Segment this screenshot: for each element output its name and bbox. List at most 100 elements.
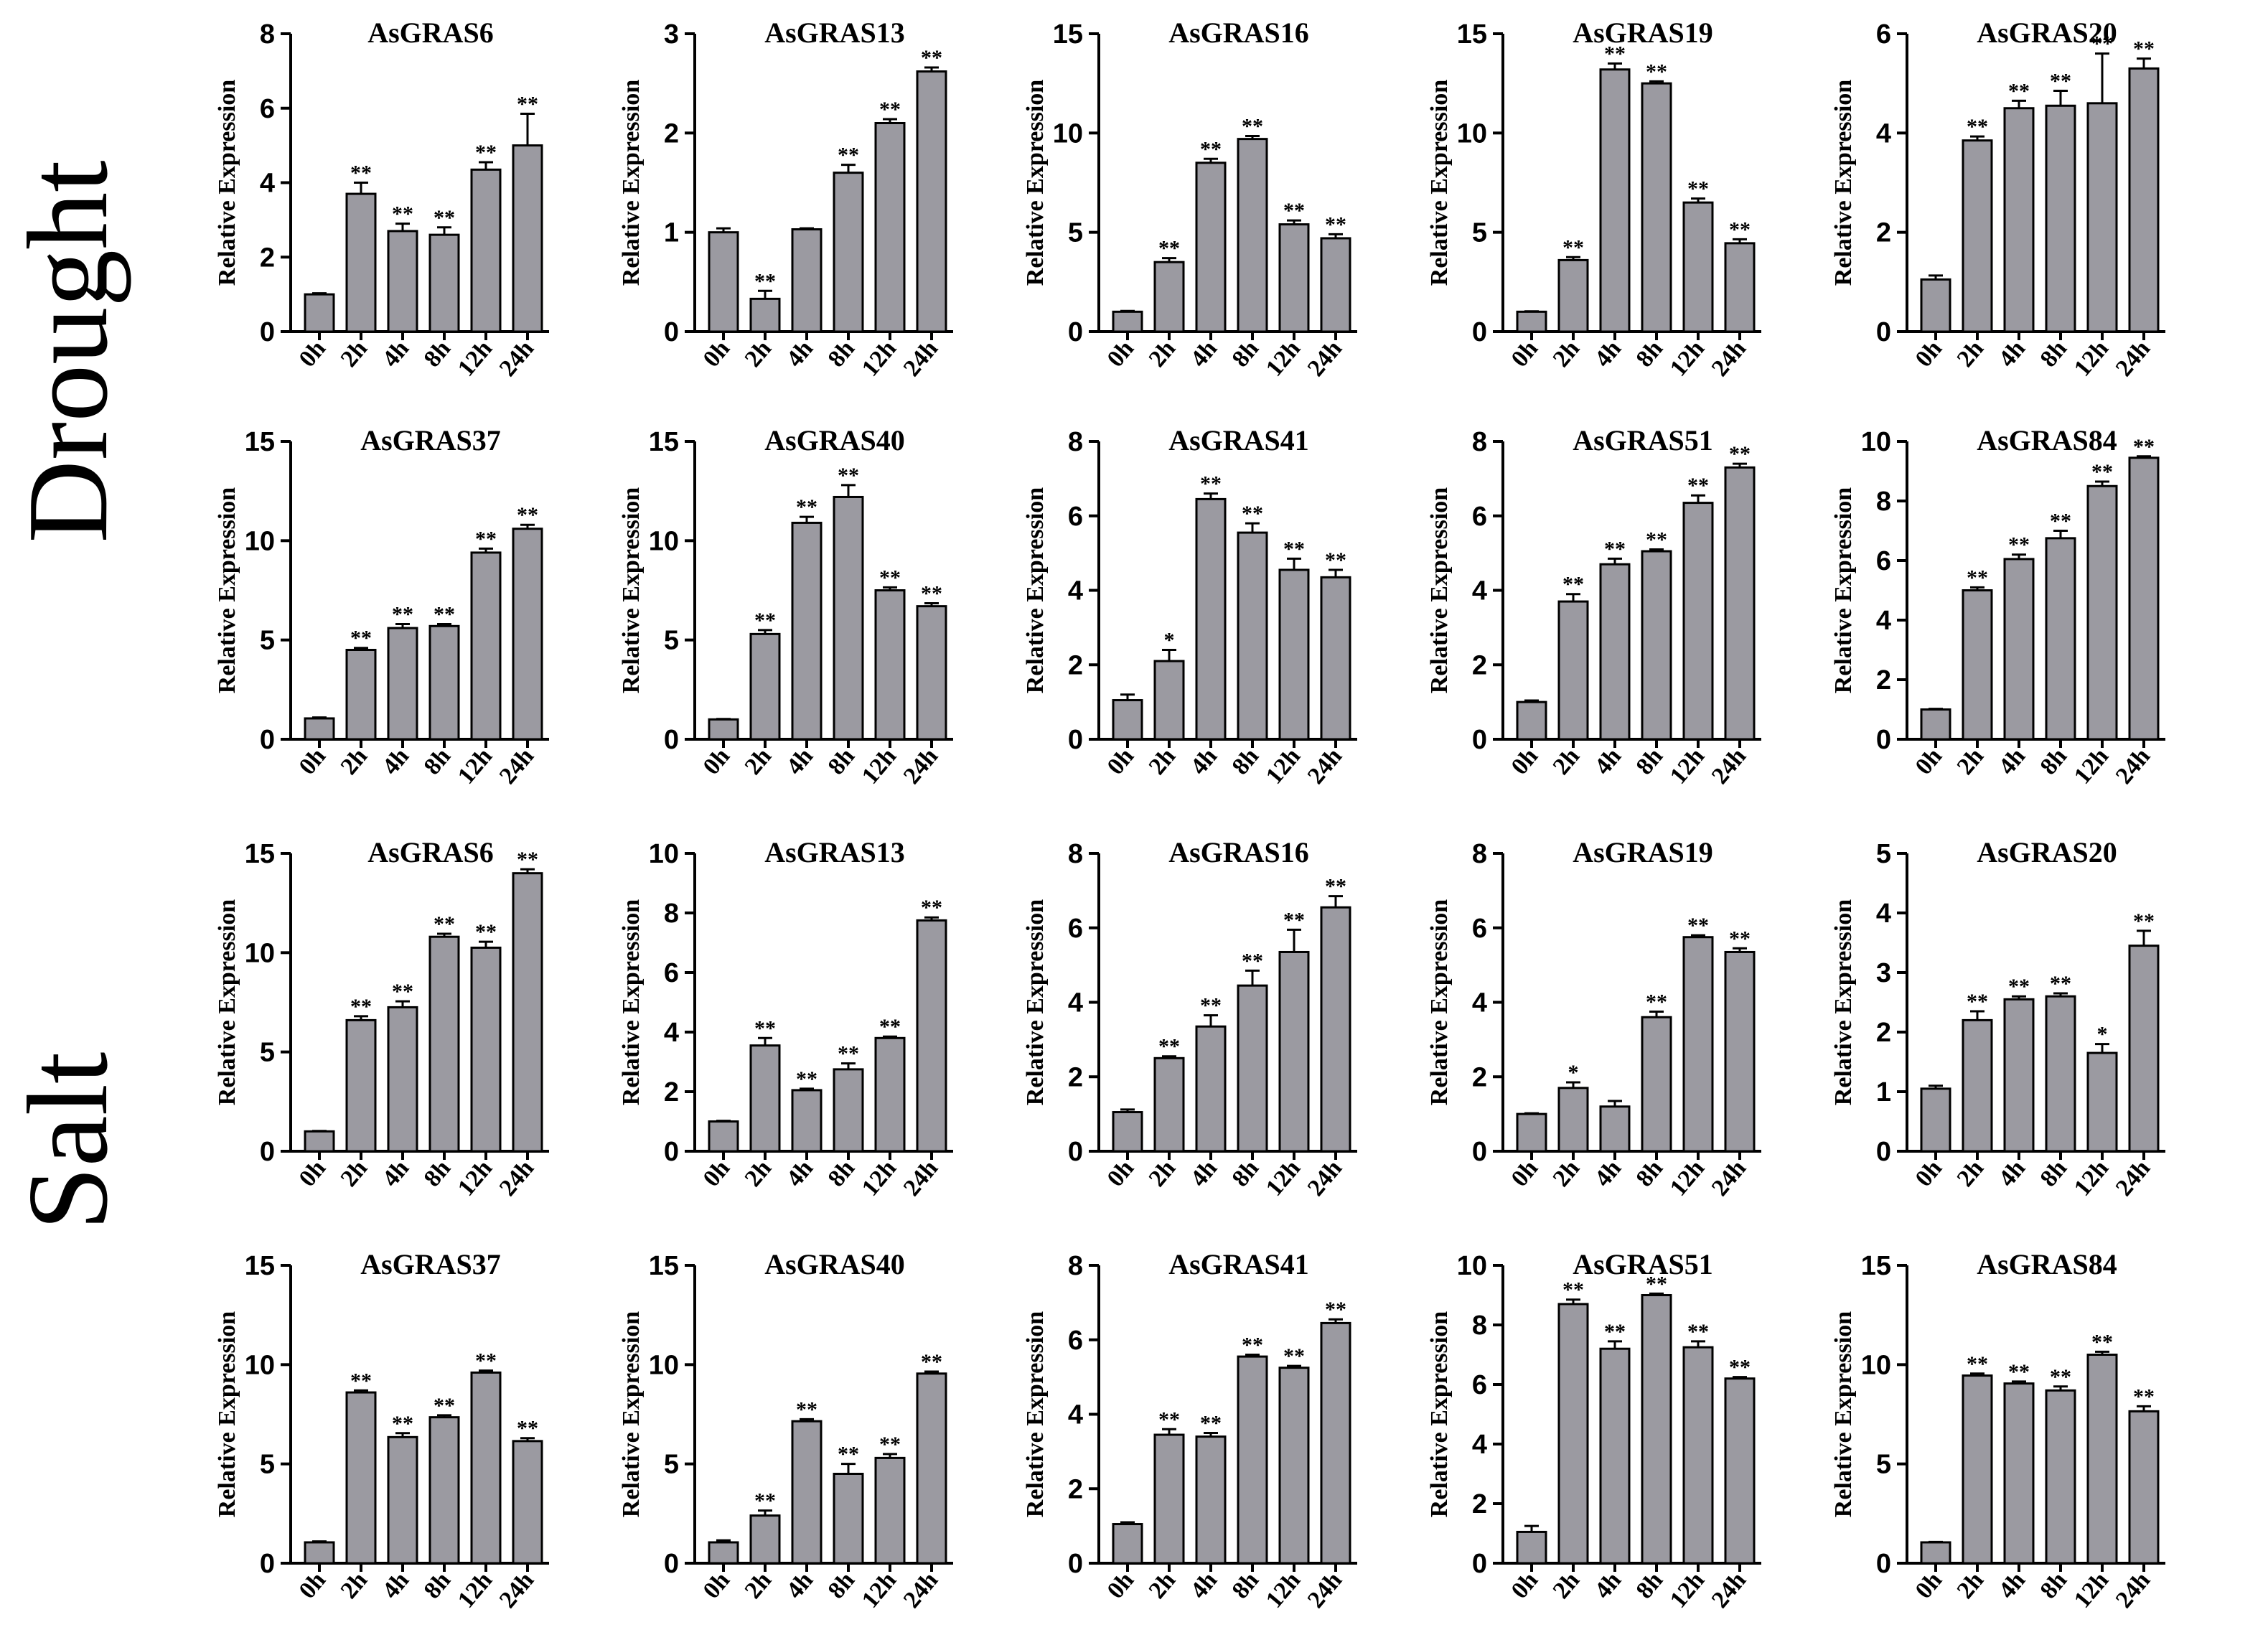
y-tick-label: 6	[1472, 1370, 1487, 1400]
significance-label: **	[350, 1369, 372, 1392]
y-tick-label: 2	[1472, 650, 1487, 680]
bar	[2086, 484, 2118, 741]
bar	[749, 632, 781, 741]
bar	[428, 624, 460, 741]
significance-label: **	[1967, 566, 1988, 589]
y-tick-label: 0	[260, 317, 275, 347]
y-tick-label: 8	[1068, 427, 1083, 457]
significance-label: **	[2133, 909, 2155, 933]
significance-label: **	[392, 1412, 413, 1435]
bar	[1278, 568, 1310, 741]
significance-label: **	[1687, 474, 1709, 497]
significance-label: **	[1158, 1407, 1180, 1431]
y-tick-label: 4	[1876, 899, 1891, 929]
y-axis-label: Relative Expression	[1426, 80, 1453, 286]
y-tick-label: 8	[1876, 487, 1891, 517]
y-tick-label: 10	[245, 526, 275, 556]
chart-title: AsGRAS19	[1573, 17, 1713, 49]
significance-label: **	[1283, 1344, 1305, 1368]
significance-label: **	[838, 1042, 859, 1066]
bar	[1112, 1111, 1143, 1153]
bar	[2045, 537, 2076, 741]
y-tick-label: 4	[1068, 988, 1083, 1018]
significance-label: **	[434, 206, 455, 230]
bar	[2045, 995, 2076, 1153]
bar	[1557, 258, 1589, 333]
y-axis-label: Relative Expression	[1022, 487, 1049, 694]
significance-label: **	[2050, 972, 2071, 995]
y-tick-label: 8	[1068, 839, 1083, 869]
significance-label: **	[1242, 502, 1263, 525]
bar	[916, 919, 947, 1153]
significance-label: **	[1967, 115, 1988, 139]
chart-title: AsGRAS51	[1573, 424, 1713, 456]
bar	[874, 122, 906, 333]
y-axis-label: Relative Expression	[618, 80, 645, 286]
bar	[1724, 950, 1756, 1153]
bar	[1320, 906, 1351, 1153]
y-axis-label: Relative Expression	[214, 1311, 240, 1518]
y-tick-label: 4	[1876, 606, 1891, 636]
y-axis-label: Relative Expression	[1426, 899, 1453, 1106]
significance-label: **	[921, 1350, 942, 1374]
significance-label: **	[1158, 237, 1180, 261]
bar	[304, 1130, 335, 1153]
bar	[2086, 1051, 2118, 1153]
y-tick-label: 0	[1068, 725, 1083, 755]
bar	[1237, 984, 1268, 1153]
significance-label: **	[350, 627, 372, 650]
y-tick-label: 6	[1068, 1326, 1083, 1356]
bar	[1195, 161, 1227, 333]
significance-label: **	[879, 566, 901, 589]
bar	[1320, 576, 1351, 741]
chart-title: AsGRAS16	[1168, 17, 1309, 49]
significance-label: **	[796, 1067, 817, 1091]
significance-label: **	[1604, 1320, 1626, 1344]
bar	[470, 168, 502, 333]
y-axis-label: Relative Expression	[1022, 1311, 1049, 1518]
bar	[2128, 1410, 2160, 1565]
significance-label: **	[754, 609, 776, 632]
bar	[1641, 1016, 1672, 1153]
bar	[1599, 1347, 1631, 1565]
y-tick-label: 5	[260, 1450, 275, 1480]
y-tick-label: 2	[1068, 1062, 1083, 1092]
bar	[1278, 950, 1310, 1153]
bar	[916, 70, 947, 333]
significance-label: **	[475, 920, 497, 944]
y-tick-label: 0	[1876, 1137, 1891, 1167]
bar	[2045, 104, 2076, 333]
bar	[345, 649, 377, 741]
y-tick-label: 5	[664, 626, 679, 656]
significance-label: **	[517, 93, 538, 116]
y-axis-label: Relative Expression	[618, 1311, 645, 1518]
bar	[1112, 699, 1143, 741]
y-tick-label: 5	[260, 626, 275, 656]
bar	[1237, 531, 1268, 741]
y-tick-label: 6	[1068, 502, 1083, 532]
bar	[874, 589, 906, 741]
y-tick-label: 15	[245, 839, 275, 869]
y-tick-label: 0	[1068, 1137, 1083, 1167]
y-tick-label: 8	[1068, 1251, 1083, 1281]
bar	[1962, 139, 1993, 333]
significance-label: **	[2008, 975, 2030, 998]
significance-label: **	[1646, 1272, 1667, 1295]
significance-label: **	[1687, 177, 1709, 201]
chart-title: AsGRAS41	[1168, 1248, 1309, 1280]
bar	[1516, 700, 1547, 741]
bar	[512, 1440, 543, 1565]
chart-title: AsGRAS41	[1168, 424, 1309, 456]
y-tick-label: 8	[1472, 1311, 1487, 1341]
y-tick-label: 0	[1472, 1549, 1487, 1579]
significance-label: **	[1242, 1334, 1263, 1357]
y-tick-label: 10	[1861, 1350, 1891, 1380]
bar	[1682, 936, 1714, 1153]
y-tick-label: 0	[1068, 1549, 1083, 1579]
bar	[833, 172, 864, 333]
y-tick-label: 10	[649, 526, 679, 556]
chart-title: AsGRAS13	[764, 17, 905, 49]
